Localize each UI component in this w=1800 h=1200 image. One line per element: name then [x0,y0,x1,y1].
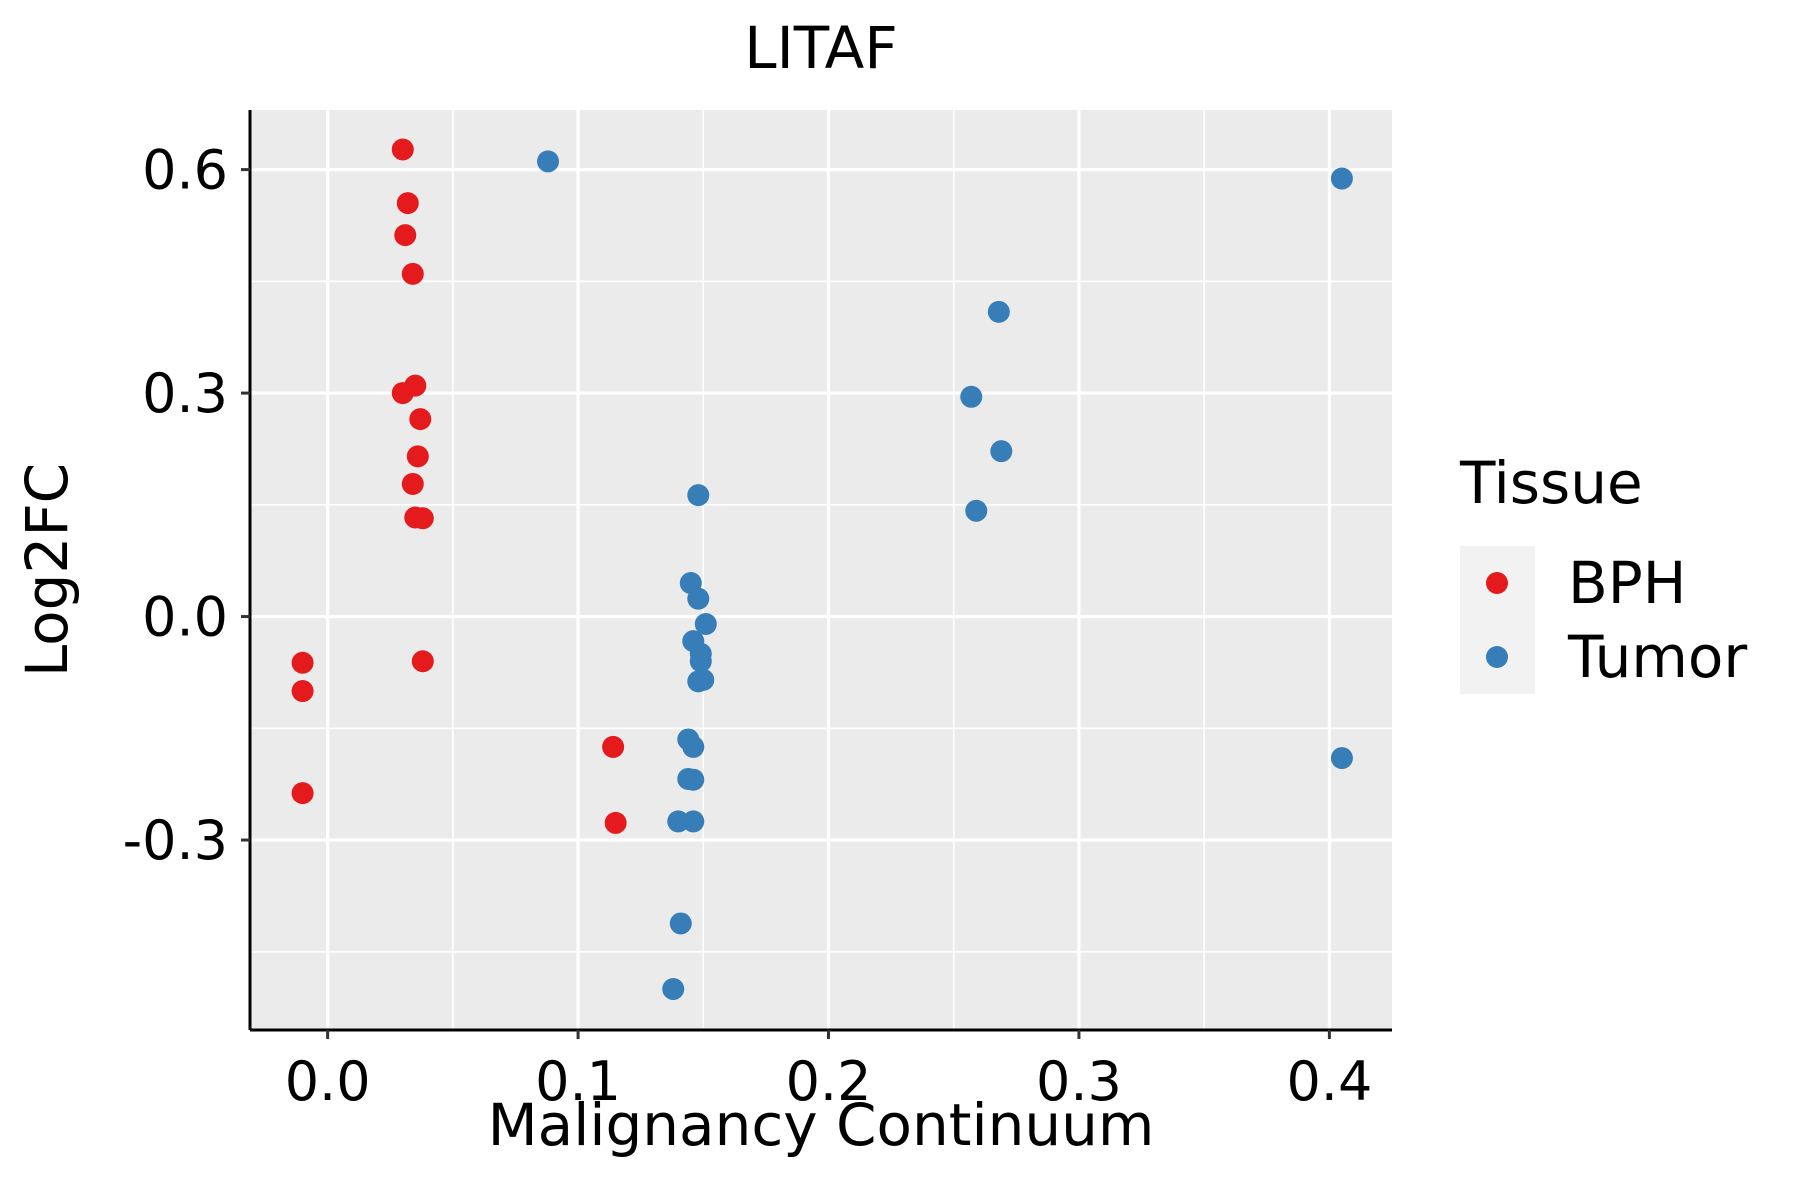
point-tumor [662,978,685,1001]
point-tumor [960,385,983,408]
point-tumor [669,912,692,935]
legend-item-tumor-label: Tumor [1567,623,1747,691]
plot-panel [250,110,1392,1030]
point-tumor [689,650,712,673]
legend-item-bph-marker [1486,572,1508,594]
point-bph [291,782,314,805]
point-bph [291,680,314,703]
axes [241,110,1392,1039]
legend-title: Tissue [1459,449,1643,517]
point-tumor [1330,747,1353,770]
point-bph [394,224,417,247]
x-tick-labels: 0.0 0.1 0.2 0.3 0.4 [285,1050,1373,1113]
x-tick-label: 0.1 [535,1050,621,1113]
x-axis-label: Malignancy Continuum [488,1091,1155,1159]
point-bph [411,507,434,530]
point-bph [409,408,432,431]
y-tick-label: -0.3 [123,809,228,872]
point-tumor [687,484,710,507]
point-bph [411,650,434,673]
point-tumor [687,670,710,693]
point-tumor [537,150,560,173]
x-tick-label: 0.3 [1036,1050,1122,1113]
data-points [291,138,1353,1001]
point-tumor [682,735,705,758]
point-tumor [687,587,710,610]
point-bph [396,192,419,215]
point-bph [604,811,627,834]
point-bph [406,445,429,468]
point-tumor [682,768,705,791]
point-tumor [682,810,705,833]
y-tick-labels: -0.3 0.0 0.3 0.6 [123,139,228,872]
point-tumor [1330,167,1353,190]
point-bph [401,472,424,495]
point-tumor [987,300,1010,323]
point-bph [602,735,625,758]
point-tumor [990,440,1013,463]
point-bph [291,651,314,674]
point-tumor [694,613,717,636]
grid-major [250,110,1392,1030]
point-tumor [965,499,988,522]
y-axis-label: Log2FC [13,463,81,677]
legend-key-background [1460,546,1535,694]
x-tick-label: 0.2 [786,1050,872,1113]
y-tick-label: 0.3 [142,362,228,425]
point-bph [391,382,414,405]
chart-title: LITAF [744,14,897,82]
point-tumor [667,810,690,833]
point-bph [391,138,414,161]
grid-minor [250,110,1392,1030]
legend-item-tumor-marker [1486,646,1508,668]
x-tick-label: 0.4 [1286,1050,1372,1113]
y-tick-label: 0.0 [142,586,228,649]
legend-item-bph-label: BPH [1568,549,1686,617]
x-tick-label: 0.0 [285,1050,371,1113]
y-tick-label: 0.6 [142,139,228,202]
point-bph [401,262,424,285]
